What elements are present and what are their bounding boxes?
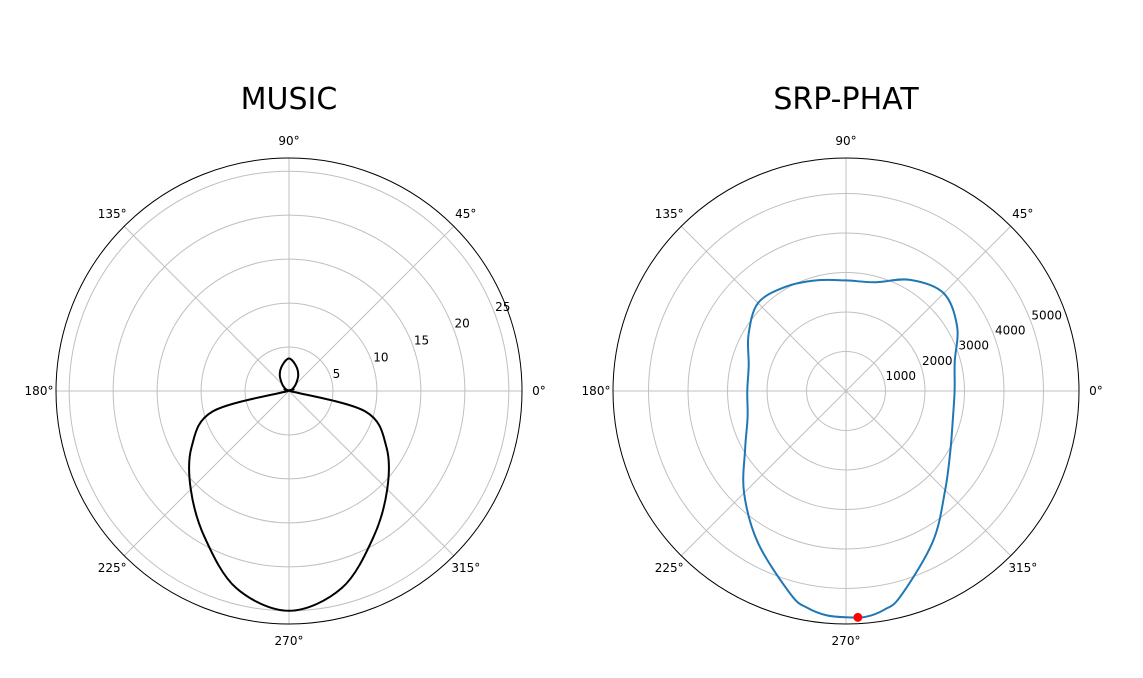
music-theta-label-270: 270°: [275, 634, 304, 648]
srp-phat-theta-label-180: 180°: [582, 384, 611, 398]
music-r-label-5: 5: [333, 367, 341, 381]
music-theta-grid-45: [288, 225, 455, 392]
srp-phat-theta-label-135: 135°: [655, 207, 684, 221]
srp-phat-series-line: [742, 278, 959, 619]
music-theta-grid-135: [123, 225, 290, 392]
music-theta-label-45: 45°: [455, 207, 476, 221]
music-title: MUSIC: [241, 82, 338, 117]
srp-phat-polar-frame: [612, 157, 1080, 625]
srp-phat-title: SRP-PHAT: [773, 82, 919, 117]
srp-phat-theta-grid-225: [680, 390, 847, 557]
srp-phat-theta-grid-45: [845, 225, 1012, 392]
music-theta-label-0: 0°: [532, 384, 546, 398]
music-polar-frame: [55, 157, 523, 625]
music-theta-grid-225: [123, 390, 290, 557]
music-r-label-25: 25: [495, 300, 510, 314]
srp-phat-theta-label-0: 0°: [1089, 384, 1103, 398]
srp-phat-polar-plot: 0° 45° 90° 135° 180° 225° 270° 315° 1000 2000 3000…: [582, 134, 1103, 648]
music-theta-label-315: 315°: [451, 561, 480, 575]
music-r-label-20: 20: [454, 317, 469, 331]
srp-phat-theta-grid-315: [845, 390, 1012, 557]
srp-phat-theta-label-90: 90°: [835, 134, 856, 148]
srp-phat-r-label-2000: 2000: [922, 354, 953, 368]
srp-phat-theta-label-315: 315°: [1008, 561, 1037, 575]
srp-phat-theta-label-45: 45°: [1012, 207, 1033, 221]
music-theta-label-135: 135°: [98, 207, 127, 221]
srp-phat-r-label-4000: 4000: [995, 324, 1026, 338]
srp-phat-peak-marker: [853, 612, 863, 622]
srp-phat-r-label-5000: 5000: [1031, 308, 1062, 322]
music-r-label-15: 15: [414, 334, 429, 348]
music-series-line: [187, 357, 391, 612]
srp-phat-r-label-1000: 1000: [885, 369, 916, 383]
music-theta-label-180: 180°: [25, 384, 54, 398]
srp-phat-theta-label-225: 225°: [655, 561, 684, 575]
music-theta-grid-315: [288, 390, 455, 557]
srp-phat-theta-label-270: 270°: [832, 634, 861, 648]
srp-phat-r-label-3000: 3000: [958, 339, 989, 353]
music-theta-label-90: 90°: [278, 134, 299, 148]
music-polar-plot: 0° 45° 90° 135° 180° 225° 270° 315° 5 10 15 20 25: [25, 134, 546, 648]
srp-phat-theta-grid-135: [680, 225, 847, 392]
music-theta-label-225: 225°: [98, 561, 127, 575]
music-r-label-10: 10: [373, 350, 388, 364]
